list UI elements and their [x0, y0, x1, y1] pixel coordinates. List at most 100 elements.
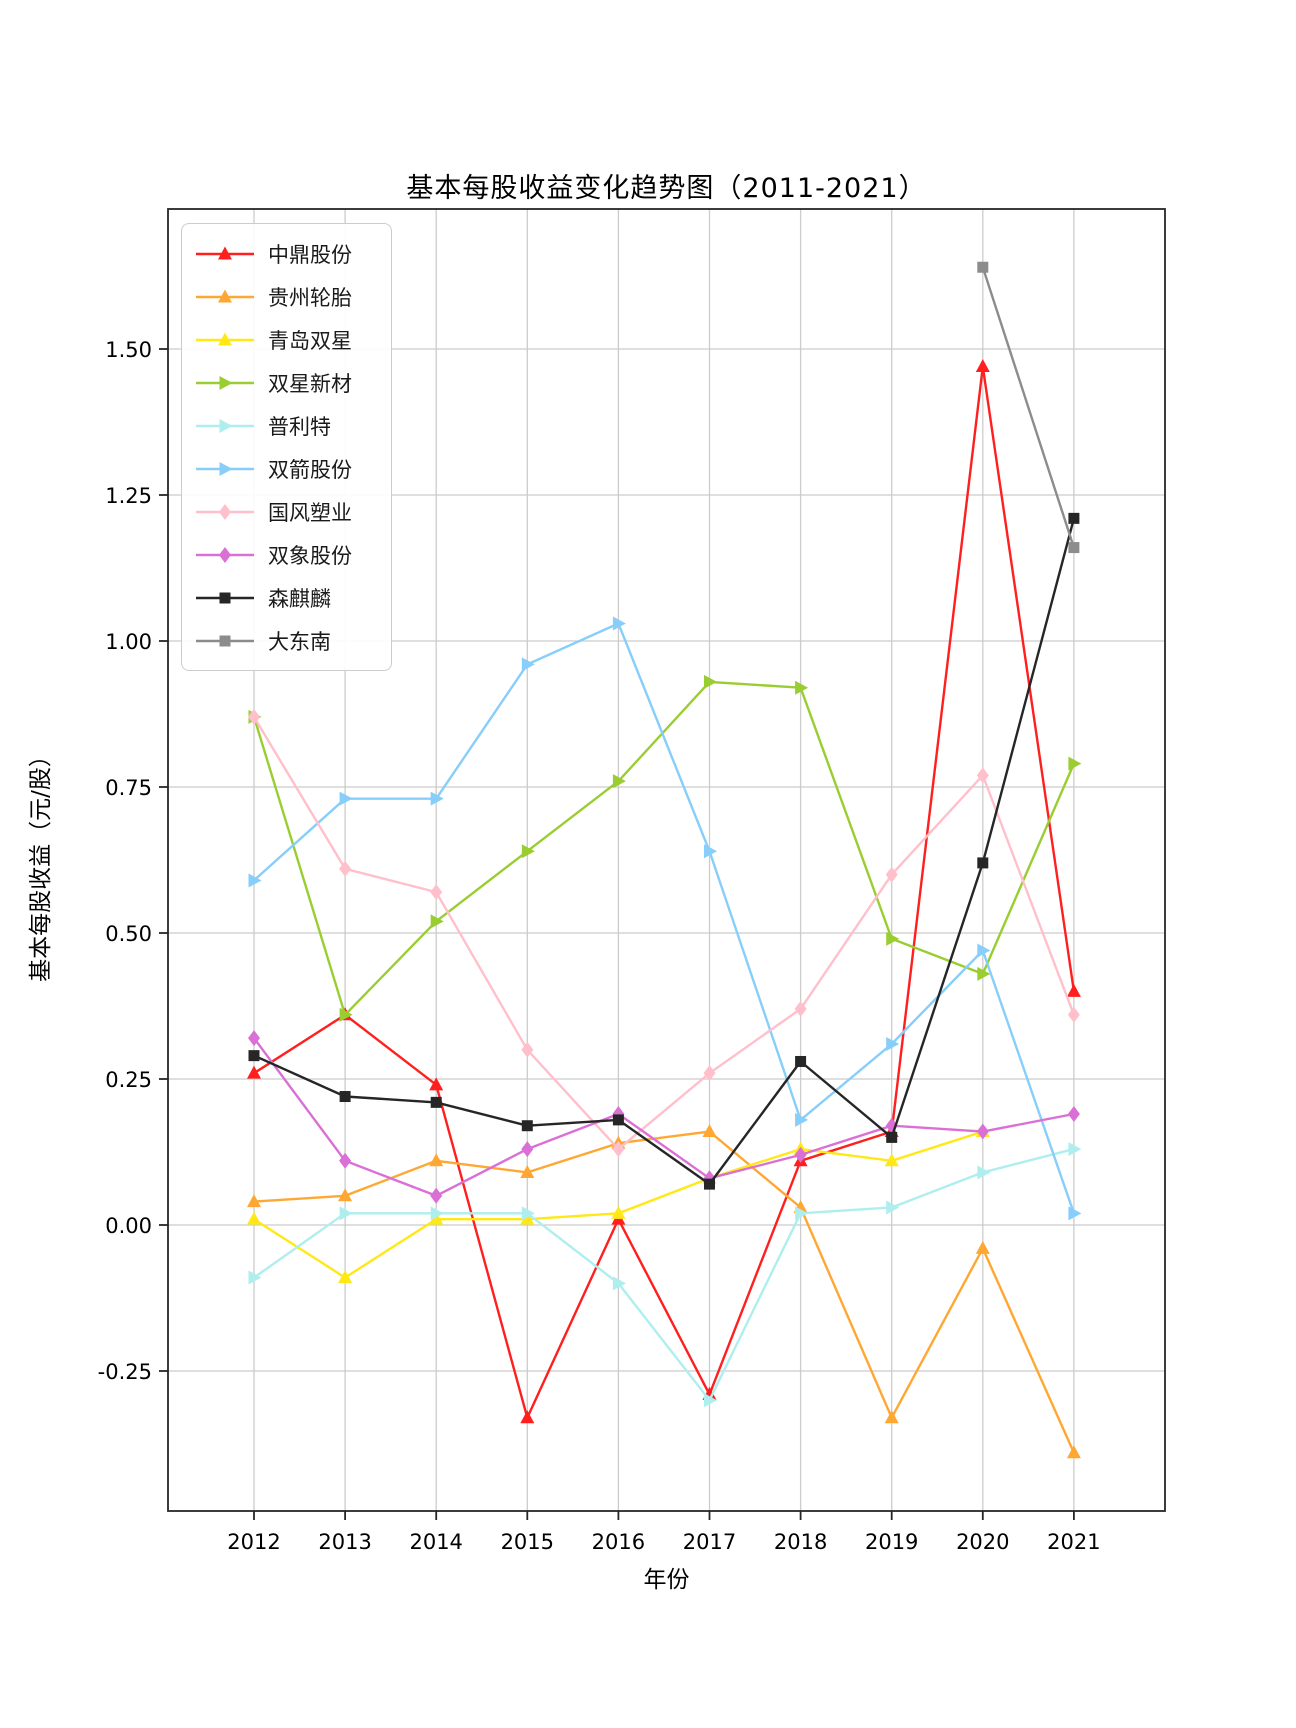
series-marker-6	[795, 1112, 809, 1127]
series-marker-9	[704, 1178, 715, 1190]
series-marker-7	[248, 708, 260, 725]
series-line-2	[253, 1130, 1075, 1454]
legend-marker-icon	[196, 332, 254, 345]
y-tick-label: -0.25	[98, 1360, 152, 1384]
series-marker-5	[795, 1206, 809, 1221]
y-tick-label: 1.00	[105, 630, 152, 654]
series-marker-2	[429, 1153, 444, 1167]
legend-marker-icon	[196, 546, 254, 563]
series-marker-3	[429, 1211, 444, 1225]
series-marker-3	[611, 1205, 626, 1219]
legend-item-7: 国风塑业	[194, 490, 391, 533]
series-marker-6	[339, 791, 353, 806]
chart-legend: 中鼎股份贵州轮胎青岛双星双星新材普利特双箭股份国风塑业双象股份森麒麟大东南	[181, 223, 392, 671]
legend-label: 贵州轮胎	[268, 285, 352, 310]
series-line-4	[252, 680, 1076, 1016]
legend-item-1: 中鼎股份	[194, 232, 391, 275]
series-marker-6	[886, 1036, 900, 1051]
x-tick-label: 2013	[318, 1530, 371, 1554]
series-line-9	[253, 518, 1076, 1186]
x-tick-label: 2018	[774, 1530, 827, 1554]
series-marker-8	[521, 1141, 534, 1158]
series-marker-7	[976, 767, 989, 784]
series-line-1	[253, 365, 1076, 1419]
series-marker-2	[1066, 1445, 1081, 1459]
series-marker-2	[702, 1124, 717, 1138]
legend-item-2: 贵州轮胎	[194, 275, 391, 318]
series-marker-6	[430, 791, 444, 806]
legend-marker-icon	[196, 289, 254, 302]
series-marker-1	[429, 1077, 444, 1091]
legend-item-5: 普利特	[194, 404, 391, 447]
series-line-8	[253, 1037, 1075, 1197]
series-marker-4	[1068, 756, 1082, 771]
series-marker-7	[339, 860, 352, 877]
chart-title: 基本每股收益变化趋势图（2011-2021）	[406, 173, 927, 204]
legend-marker-icon	[196, 503, 254, 520]
series-marker-7	[703, 1065, 716, 1082]
legend-label: 双星新材	[268, 371, 352, 396]
series-line-6	[253, 622, 1076, 1214]
series-marker-5	[248, 1270, 262, 1285]
series-marker-8	[339, 1152, 352, 1169]
series-marker-3	[338, 1270, 353, 1284]
series-marker-10	[1068, 542, 1080, 554]
series-marker-2	[247, 1194, 261, 1208]
series-marker-7	[430, 884, 443, 901]
x-tick-label: 2020	[956, 1530, 1009, 1554]
legend-label: 青岛双星	[268, 328, 352, 353]
legend-label: 普利特	[268, 414, 331, 439]
y-tick-label: 1.25	[105, 484, 152, 508]
legend-marker-icon	[196, 246, 254, 259]
series-marker-1	[520, 1410, 535, 1424]
series-marker-5	[704, 1393, 717, 1408]
series-marker-3	[520, 1211, 535, 1225]
series-marker-7	[794, 1000, 807, 1017]
series-marker-8	[794, 1146, 807, 1163]
series-marker-1	[247, 1065, 261, 1079]
y-tick-label: 0.25	[105, 1068, 152, 1092]
series-marker-8	[248, 1030, 260, 1047]
legend-marker-icon	[196, 418, 254, 433]
legend-marker-icon	[196, 461, 254, 476]
series-marker-9	[795, 1055, 807, 1067]
legend-item-3: 青岛双星	[194, 318, 391, 361]
series-marker-9	[977, 857, 989, 869]
series-marker-9	[1068, 512, 1080, 524]
series-line-5	[253, 1147, 1075, 1402]
series-marker-1	[975, 359, 990, 373]
series-marker-6	[704, 844, 717, 859]
series-marker-2	[975, 1240, 990, 1254]
legend-marker-icon	[196, 635, 254, 646]
series-marker-4	[704, 674, 717, 689]
series-marker-2	[520, 1164, 535, 1178]
legend-marker-icon	[196, 592, 254, 603]
series-marker-7	[1067, 1006, 1080, 1023]
series-line-10	[981, 266, 1076, 548]
legend-label: 双箭股份	[268, 457, 352, 482]
legend-item-9: 森麒麟	[194, 576, 391, 619]
series-marker-2	[884, 1410, 899, 1424]
series-marker-4	[430, 914, 444, 929]
legend-item-8: 双象股份	[194, 533, 391, 576]
x-tick-label: 2017	[683, 1530, 736, 1554]
series-marker-9	[521, 1120, 533, 1132]
legend-label: 双象股份	[268, 543, 352, 568]
legend-label: 森麒麟	[268, 586, 331, 611]
series-marker-5	[977, 1165, 991, 1180]
series-marker-1	[1066, 983, 1081, 997]
legend-item-4: 双星新材	[194, 361, 391, 404]
x-tick-label: 2014	[409, 1530, 462, 1554]
series-marker-3	[884, 1153, 899, 1167]
series-marker-8	[976, 1123, 989, 1140]
series-marker-3	[247, 1211, 261, 1225]
x-tick-label: 2016	[592, 1530, 645, 1554]
series-marker-2	[338, 1188, 353, 1202]
legend-label: 大东南	[268, 629, 331, 654]
series-marker-9	[339, 1091, 351, 1103]
series-marker-5	[430, 1206, 444, 1221]
series-marker-4	[795, 680, 809, 695]
series-marker-6	[248, 873, 262, 888]
series-marker-6	[1068, 1206, 1082, 1221]
